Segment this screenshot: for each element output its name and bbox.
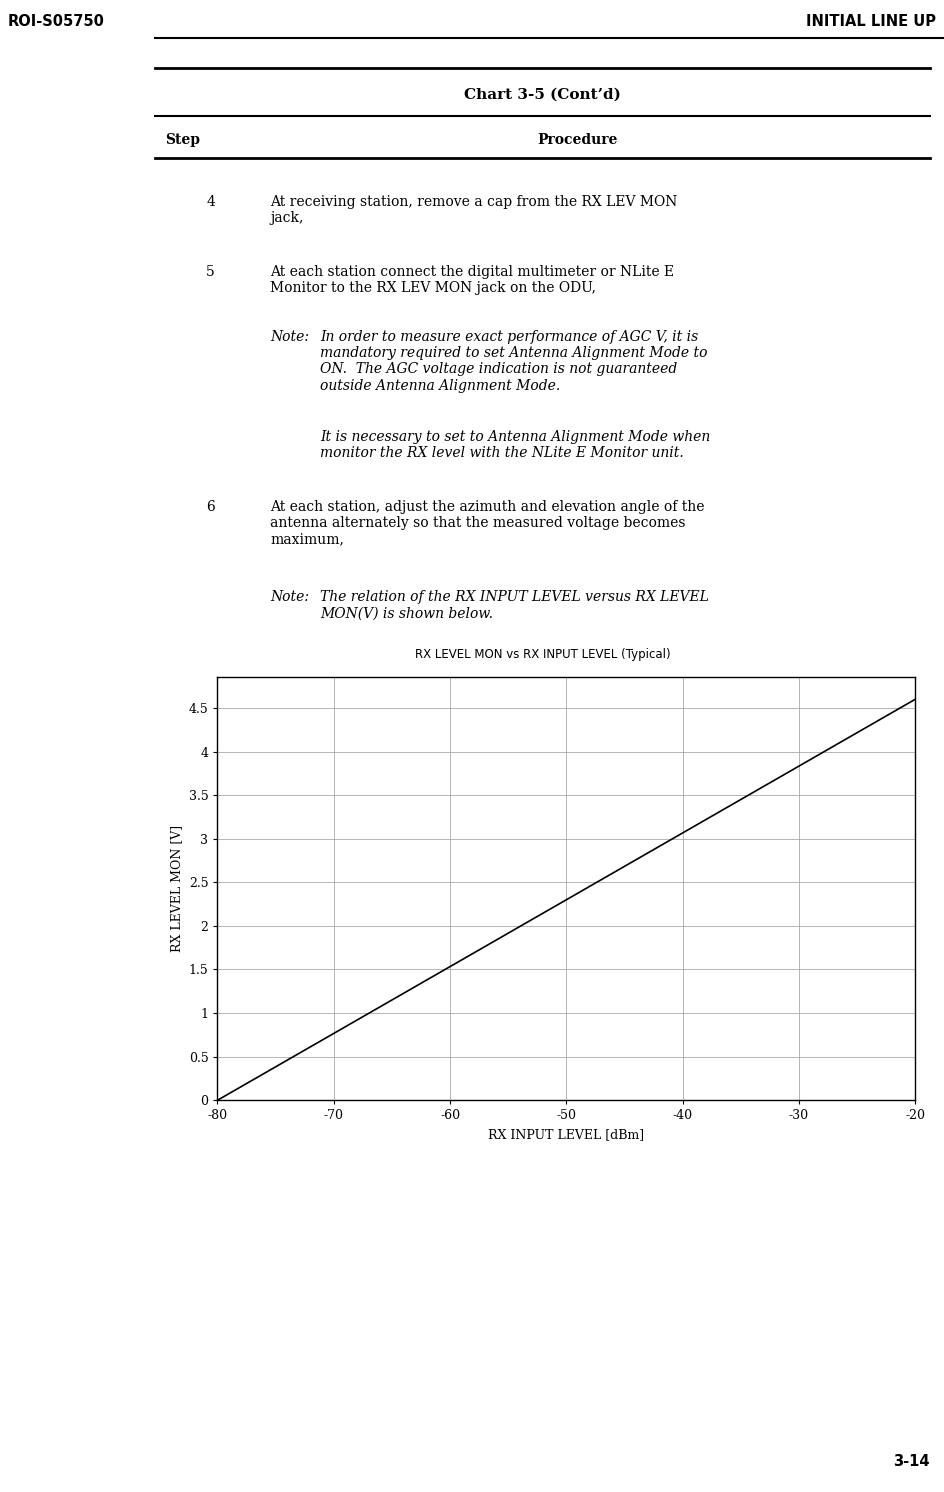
Text: 6: 6 (206, 500, 215, 515)
Text: At each station connect the digital multimeter or NLite E
Monitor to the RX LEV : At each station connect the digital mult… (270, 266, 674, 295)
Text: 4: 4 (206, 195, 215, 209)
Text: INITIAL LINE UP: INITIAL LINE UP (806, 15, 936, 30)
Text: Procedure: Procedure (537, 133, 617, 148)
Text: Step: Step (165, 133, 200, 148)
Text: Note:: Note: (270, 589, 309, 604)
Text: Chart 3-5 (Cont’d): Chart 3-5 (Cont’d) (464, 88, 621, 101)
Text: 3-14: 3-14 (894, 1455, 930, 1470)
Text: In order to measure exact performance of AGC V, it is
mandatory required to set : In order to measure exact performance of… (320, 330, 707, 392)
Text: 5: 5 (206, 266, 215, 279)
Text: RX LEVEL MON vs RX INPUT LEVEL (Typical): RX LEVEL MON vs RX INPUT LEVEL (Typical) (414, 648, 670, 661)
Text: It is necessary to set to Antenna Alignment Mode when
monitor the RX level with : It is necessary to set to Antenna Alignm… (320, 430, 710, 460)
X-axis label: RX INPUT LEVEL [dBm]: RX INPUT LEVEL [dBm] (488, 1128, 645, 1141)
Text: The relation of the RX INPUT LEVEL versus RX LEVEL
MON(V) is shown below.: The relation of the RX INPUT LEVEL versu… (320, 589, 709, 621)
Text: Note:: Note: (270, 330, 309, 345)
Text: At each station, adjust the azimuth and elevation angle of the
antenna alternate: At each station, adjust the azimuth and … (270, 500, 704, 546)
Text: At receiving station, remove a cap from the RX LEV MON
jack,: At receiving station, remove a cap from … (270, 195, 678, 225)
Y-axis label: RX LEVEL MON [V]: RX LEVEL MON [V] (170, 825, 183, 952)
Text: ROI-S05750: ROI-S05750 (8, 15, 105, 30)
